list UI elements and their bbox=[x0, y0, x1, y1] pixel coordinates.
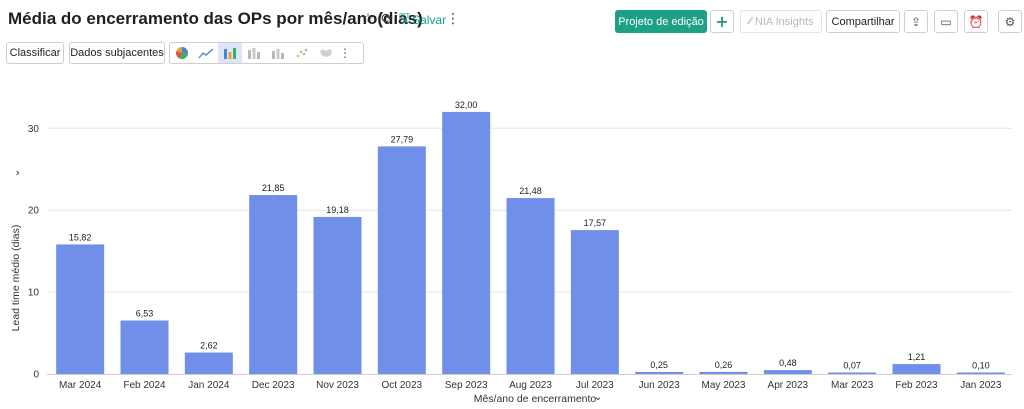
chart-bar[interactable] bbox=[377, 146, 426, 374]
bar-value-label: 32,00 bbox=[455, 100, 478, 110]
bar-value-label: 17,57 bbox=[584, 218, 607, 228]
bar-value-label: 0,10 bbox=[972, 361, 990, 371]
chart-bar[interactable] bbox=[120, 320, 169, 374]
pie-chart-icon bbox=[176, 47, 188, 60]
line-chart-icon bbox=[198, 48, 214, 59]
nia-insights-button[interactable]: ⁄⁄ NIA Insights bbox=[740, 10, 822, 33]
x-tick-label: Aug 2023 bbox=[509, 380, 552, 391]
chart-bar[interactable] bbox=[506, 198, 555, 374]
export-button[interactable]: ⇪ bbox=[904, 10, 928, 33]
x-tick-label: Dec 2023 bbox=[252, 380, 295, 391]
bar-value-label: 0,48 bbox=[779, 358, 797, 368]
x-tick-label: Feb 2023 bbox=[895, 380, 938, 391]
grouped-bar-button[interactable] bbox=[266, 43, 290, 63]
add-icon: + bbox=[715, 12, 729, 31]
x-tick-label: Nov 2023 bbox=[316, 380, 359, 391]
x-tick-label: Apr 2023 bbox=[768, 380, 809, 391]
bar-value-label: 6,53 bbox=[136, 309, 154, 319]
scatter-icon bbox=[296, 48, 308, 58]
sort-button[interactable]: Classificar bbox=[6, 42, 64, 64]
x-tick-label: Jan 2024 bbox=[188, 380, 230, 391]
bar-value-label: 0,26 bbox=[715, 360, 733, 370]
nia-icon: ⁄⁄ bbox=[748, 16, 752, 27]
bar-chart-icon bbox=[224, 48, 236, 59]
chart-bar[interactable] bbox=[699, 371, 748, 374]
report-header: Média do encerramento das OPs por mês/an… bbox=[0, 0, 1024, 40]
alarm-button[interactable]: ⏰ bbox=[964, 10, 988, 33]
x-tick-label: Jan 2023 bbox=[960, 380, 1002, 391]
y-axis-ticks: 0 10 20 30 bbox=[28, 124, 40, 381]
bar-value-labels: 15,82 6,53 2,62 21,85 19,18 27,79 32,00 21,48 17… bbox=[69, 100, 990, 371]
chart-bar[interactable] bbox=[763, 370, 812, 374]
y-tick-label: 30 bbox=[28, 124, 40, 135]
line-chart-button[interactable] bbox=[194, 43, 218, 63]
bar-chart: 0 10 20 30 15,82 6,53 2,62 21,85 19,18 27,79 32,0… bbox=[10, 100, 1012, 405]
x-tick-label: Mar 2023 bbox=[831, 380, 874, 391]
x-axis-title[interactable]: Mês/ano de encerramento bbox=[474, 393, 597, 405]
comment-icon: ▭ bbox=[940, 14, 952, 29]
settings-button[interactable]: ⚙ bbox=[998, 10, 1022, 33]
bar-value-label: 0,07 bbox=[843, 361, 861, 371]
chart-type-selector: ⋮ bbox=[169, 42, 364, 64]
chart-bar[interactable] bbox=[570, 230, 619, 374]
grouped-bar-icon bbox=[272, 49, 284, 59]
x-axis-dropdown-icon[interactable]: ⌄ bbox=[594, 391, 603, 403]
y-tick-label: 20 bbox=[28, 206, 40, 217]
bar-value-label: 15,82 bbox=[69, 232, 92, 242]
bar-value-label: 19,18 bbox=[326, 205, 349, 215]
bar-value-label: 21,48 bbox=[519, 186, 542, 196]
chart-bar[interactable] bbox=[184, 352, 233, 374]
bar-value-label: 27,79 bbox=[391, 134, 414, 144]
map-button[interactable] bbox=[314, 43, 338, 63]
x-tick-label: Oct 2023 bbox=[382, 380, 423, 391]
comment-button[interactable]: ▭ bbox=[934, 10, 958, 33]
chart-bar[interactable] bbox=[442, 111, 491, 375]
y-tick-label: 10 bbox=[28, 288, 40, 299]
nia-insights-label: NIA Insights bbox=[754, 15, 814, 28]
settings-icon: ⚙ bbox=[1004, 14, 1016, 29]
save-button[interactable]: 🖫 Salvar bbox=[399, 10, 446, 30]
bar-chart-button[interactable] bbox=[218, 43, 242, 63]
y-axis-dropdown-icon[interactable]: ⌄ bbox=[10, 169, 22, 178]
chart-bars bbox=[56, 111, 1005, 375]
chart-bar[interactable] bbox=[892, 364, 941, 374]
map-icon bbox=[320, 49, 332, 57]
chart-bar[interactable] bbox=[828, 372, 877, 375]
save-icon: 🖫 bbox=[399, 11, 411, 26]
scatter-button[interactable] bbox=[290, 43, 314, 63]
x-axis-ticks: Mar 2024 Feb 2024 Jan 2024 Dec 2023 Nov 2023… bbox=[59, 380, 1002, 391]
y-axis-title[interactable]: Lead time médio (dias) bbox=[10, 225, 22, 332]
edit-project-button[interactable]: Projeto de edição bbox=[615, 10, 707, 33]
more-vertical-icon[interactable]: ⋮ bbox=[339, 46, 351, 60]
star-icon[interactable]: ☆ bbox=[361, 11, 375, 27]
chart-bar[interactable] bbox=[249, 195, 298, 374]
chart-bar[interactable] bbox=[313, 216, 362, 374]
page-title: Média do encerramento das OPs por mês/an… bbox=[8, 9, 423, 28]
underlying-data-button[interactable]: Dados subjacentes bbox=[69, 42, 165, 64]
save-label: Salvar bbox=[412, 13, 447, 27]
x-tick-label: May 2023 bbox=[702, 380, 746, 391]
share-button[interactable]: Compartilhar bbox=[826, 10, 900, 33]
chart-bar[interactable] bbox=[956, 372, 1005, 375]
x-tick-label: Jun 2023 bbox=[639, 380, 681, 391]
x-tick-label: Mar 2024 bbox=[59, 380, 102, 391]
bar-value-label: 1,21 bbox=[908, 352, 926, 362]
chart-bar[interactable] bbox=[635, 371, 684, 374]
refresh-icon[interactable]: ⟳ bbox=[381, 11, 393, 27]
stacked-bar-icon bbox=[248, 48, 260, 59]
x-tick-label: Jul 2023 bbox=[576, 380, 614, 391]
y-tick-label: 0 bbox=[33, 370, 39, 381]
add-button[interactable]: + bbox=[710, 10, 734, 33]
export-icon: ⇪ bbox=[910, 14, 922, 29]
more-vertical-icon[interactable]: ⋮ bbox=[446, 11, 460, 27]
stacked-bar-button[interactable] bbox=[242, 43, 266, 63]
x-tick-label: Sep 2023 bbox=[445, 380, 488, 391]
alarm-icon: ⏰ bbox=[968, 14, 984, 29]
bar-value-label: 0,25 bbox=[650, 360, 668, 370]
chart-bar[interactable] bbox=[56, 244, 105, 374]
pie-chart-button[interactable] bbox=[170, 43, 194, 63]
bar-value-label: 2,62 bbox=[200, 341, 218, 351]
x-tick-label: Feb 2024 bbox=[123, 380, 166, 391]
bar-value-label: 21,85 bbox=[262, 183, 285, 193]
